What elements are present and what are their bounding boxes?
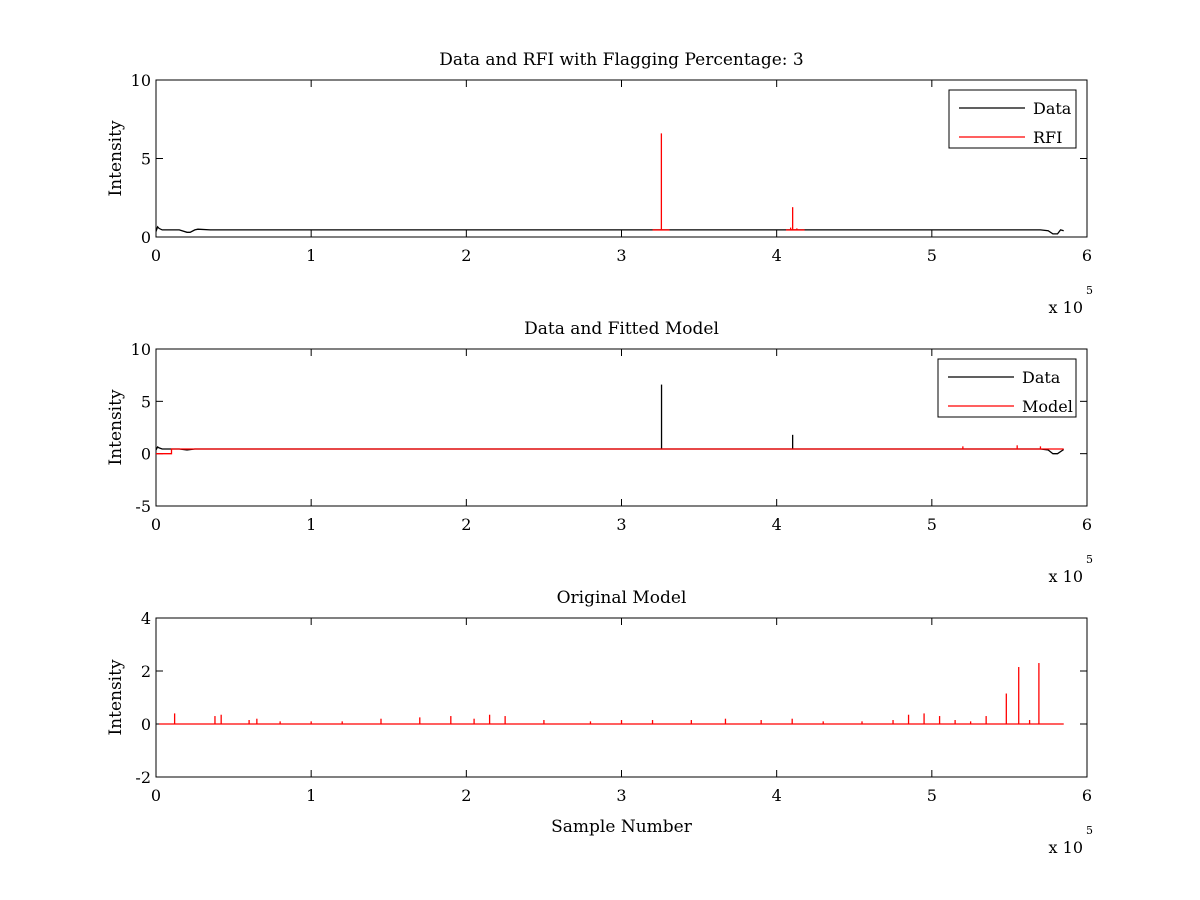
y-axis-label: Intensity xyxy=(106,389,126,465)
x-tick-label: 3 xyxy=(616,515,626,534)
legend-label: Data xyxy=(1022,368,1061,387)
x-multiplier-label: x 10 xyxy=(1049,567,1083,586)
chart-title: Original Model xyxy=(557,588,687,608)
x-tick-label: 2 xyxy=(461,515,471,534)
plot-area xyxy=(156,133,1064,235)
x-multiplier-exponent: 5 xyxy=(1086,284,1093,297)
chart-title: Data and Fitted Model xyxy=(524,319,719,339)
x-axis-label: Sample Number xyxy=(551,817,693,837)
x-tick-label: 0 xyxy=(151,246,161,265)
series-line-data xyxy=(156,225,1064,235)
x-tick-label: 1 xyxy=(306,246,316,265)
y-tick-label: 5 xyxy=(141,392,151,411)
x-tick-label: 5 xyxy=(927,515,937,534)
x-tick-label: 5 xyxy=(927,786,937,805)
x-tick-label: 1 xyxy=(306,515,316,534)
y-tick-label: 4 xyxy=(141,609,151,628)
x-tick-label: 4 xyxy=(772,246,782,265)
y-axis-label: Intensity xyxy=(106,659,126,735)
y-tick-label: -5 xyxy=(135,497,151,516)
legend-box xyxy=(937,358,1077,418)
y-tick-label: 2 xyxy=(141,662,151,681)
chart-title: Data and RFI with Flagging Percentage: 3 xyxy=(439,50,803,70)
panel-1: 0 1 2 3 4 5 6 0 5 10 Data and RFI with Flagging Pe… xyxy=(106,50,1093,317)
x-tick-label: 1 xyxy=(306,786,316,805)
x-tick-label: 6 xyxy=(1082,786,1092,805)
x-tick-label: 6 xyxy=(1082,515,1092,534)
plot-area xyxy=(159,663,1064,725)
y-tick-label: 0 xyxy=(141,715,151,734)
x-tick-label: 3 xyxy=(616,786,626,805)
series-line-model xyxy=(156,448,1064,455)
legend: Data RFI xyxy=(948,89,1077,149)
x-tick-label: 4 xyxy=(772,515,782,534)
x-multiplier-exponent: 5 xyxy=(1086,553,1093,566)
x-multiplier-label: x 10 xyxy=(1049,298,1083,317)
axes-box xyxy=(155,79,1088,238)
x-tick-label: 0 xyxy=(151,786,161,805)
legend-box xyxy=(948,89,1077,149)
y-tick-label: 5 xyxy=(141,150,151,169)
legend-label: Data xyxy=(1033,99,1072,118)
x-tick-label: 0 xyxy=(151,515,161,534)
x-tick-label: 6 xyxy=(1082,246,1092,265)
x-multiplier-label: x 10 xyxy=(1049,838,1083,857)
y-tick-label: 10 xyxy=(131,71,151,90)
y-tick-label: -2 xyxy=(135,768,151,787)
x-tick-label: 2 xyxy=(461,786,471,805)
x-tick-label: 3 xyxy=(616,246,626,265)
y-tick-label: 10 xyxy=(131,340,151,359)
y-axis-label: Intensity xyxy=(106,120,126,196)
plot-area xyxy=(156,384,1065,455)
legend-label: RFI xyxy=(1033,128,1062,147)
x-tick-label: 2 xyxy=(461,246,471,265)
legend-label: Model xyxy=(1022,397,1073,416)
legend: Data Model xyxy=(937,358,1077,418)
axes-box xyxy=(155,348,1088,507)
axes-box xyxy=(155,617,1088,778)
x-tick-label: 5 xyxy=(927,246,937,265)
x-multiplier-exponent: 5 xyxy=(1086,824,1093,837)
y-tick-label: 0 xyxy=(141,228,151,247)
y-tick-label: 0 xyxy=(141,445,151,464)
x-tick-label: 4 xyxy=(772,786,782,805)
